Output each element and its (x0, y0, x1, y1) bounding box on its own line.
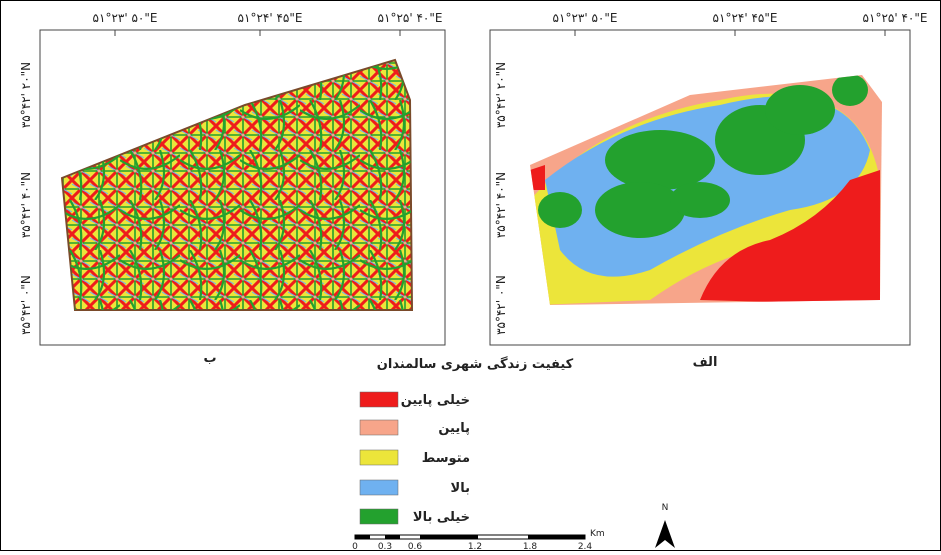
latitude-label: ۳۵°۴۲' ۰"N (19, 275, 33, 335)
scale-bar (354, 534, 586, 540)
panel-label: الف (693, 355, 718, 370)
legend-label: خیلی پایین (401, 393, 470, 408)
legend-label: خیلی بالا (413, 510, 470, 525)
legend-title: کیفیت زندگی شهری سالمندان (377, 356, 574, 372)
north-arrow (655, 520, 675, 548)
latitude-label: ۳۵°۴۲' ۲۰"N (19, 62, 33, 128)
legend-label: پایین (438, 421, 470, 436)
legend-swatch (359, 479, 399, 496)
legend-swatch (359, 449, 399, 466)
scale-tick: 2.4 (578, 542, 593, 551)
scale-tick: 1.8 (523, 542, 538, 551)
latitude-label: ۳۵°۴۲' ۴۰"N (494, 172, 508, 238)
scale-tick: 1.2 (468, 542, 482, 551)
scale-tick: 0.6 (408, 542, 423, 551)
panel-label: ب (203, 351, 216, 366)
longitude-label: ۵۱°۲۳' ۵۰"E (93, 11, 158, 25)
legend-swatch (359, 391, 399, 408)
legend-swatch (359, 419, 399, 436)
longitude-label: ۵۱°۲۵' ۴۰"E (378, 11, 443, 25)
legend-swatch (359, 508, 399, 525)
longitude-label: ۵۱°۲۴' ۴۵"E (713, 11, 778, 25)
longitude-label: ۵۱°۲۵' ۴۰"E (863, 11, 928, 25)
north-label: N (662, 503, 669, 513)
map-b-network (62, 60, 412, 310)
latitude-label: ۳۵°۴۲' ۴۰"N (19, 172, 33, 238)
legend-label: متوسط (422, 451, 470, 466)
map-frame (489, 29, 911, 346)
latitude-label: ۳۵°۴۲' ۲۰"N (494, 62, 508, 128)
longitude-label: ۵۱°۲۴' ۴۵"E (238, 11, 303, 25)
scale-labels: 0 0.3 0.6 1.2 1.8 2.4 Km (352, 529, 605, 552)
scale-tick: 0 (352, 542, 358, 551)
map-alef (530, 75, 882, 305)
longitude-label: ۵۱°۲۳' ۵۰"E (553, 11, 618, 25)
map-frame (39, 29, 446, 346)
scale-tick: 0.3 (378, 542, 392, 551)
legend-label: بالا (451, 481, 470, 496)
scale-unit: Km (590, 529, 605, 539)
latitude-label: ۳۵°۴۲' ۰"N (494, 275, 508, 335)
legend: خیلی پایین پایین متوسط بالا خیلی بالا (359, 391, 470, 525)
